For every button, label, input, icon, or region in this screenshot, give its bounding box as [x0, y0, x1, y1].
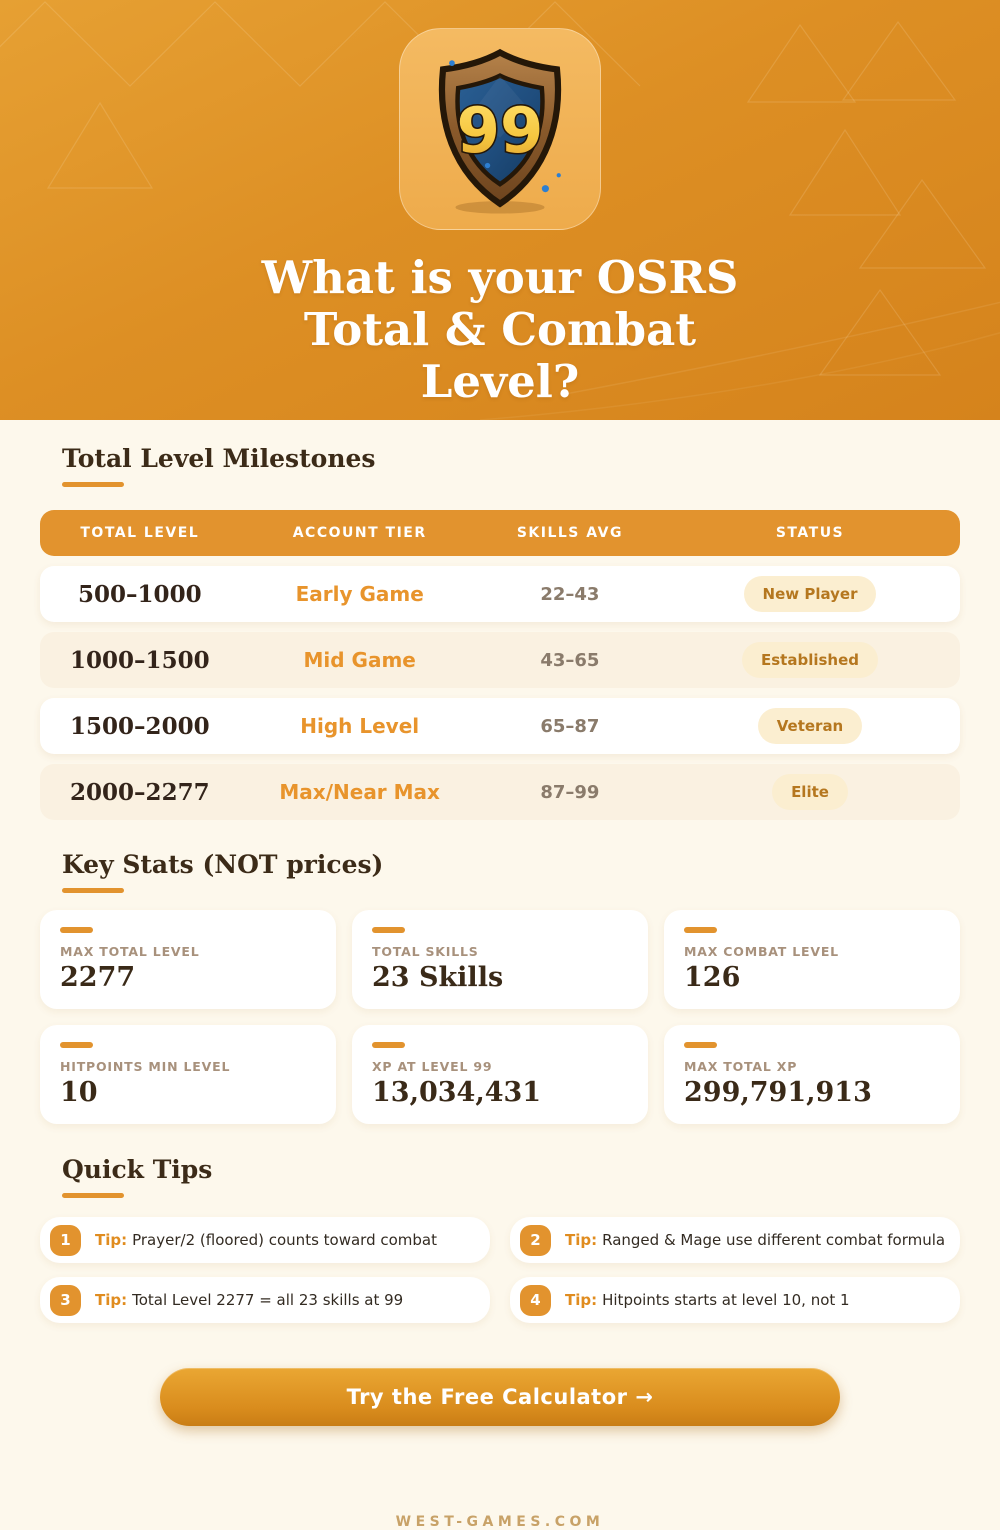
status-badge: Elite [772, 774, 848, 810]
total-level-value: 500–1000 [78, 580, 202, 608]
stat-accent-bar [372, 927, 405, 933]
tip-text: Hitpoints starts at level 10, not 1 [602, 1291, 850, 1309]
total-level-value: 2000–2277 [70, 778, 210, 806]
stat-value: 299,791,913 [684, 1077, 872, 1108]
tip-text: Prayer/2 (floored) counts toward combat [132, 1231, 437, 1249]
skills-avg-value: 43–65 [540, 649, 600, 671]
stat-accent-bar [60, 927, 93, 933]
quick-tips-heading-underline [62, 1193, 124, 1198]
free-calculator-cta-button[interactable]: Try the Free Calculator → [160, 1368, 840, 1426]
stat-accent-bar [684, 1042, 717, 1048]
logo-number: 99 [457, 94, 544, 167]
account-tier-value: High Level [300, 714, 420, 738]
tip-card-2: 2 Tip: Ranged & Mage use different combat… [510, 1217, 960, 1263]
account-tier-value: Max/Near Max [279, 780, 440, 804]
tip-prefix: Tip: [565, 1231, 598, 1249]
tip-text: Total Level 2277 = all 23 skills at 99 [132, 1291, 404, 1309]
page-title: What is your OSRS Total & Combat Level? [0, 252, 1000, 408]
total-level-value: 1000–1500 [70, 646, 210, 674]
page-title-line-1: What is your OSRS [261, 251, 739, 304]
tip-card-1: 1 Tip: Prayer/2 (floored) counts toward c… [40, 1217, 490, 1263]
stat-card-xp-at-level-99: XP AT LEVEL 99 13,034,431 [352, 1025, 648, 1124]
column-header-account-tier: ACCOUNT TIER [292, 525, 427, 541]
main-content: Total Level Milestones TOTAL LEVEL ACCOU… [0, 420, 1000, 1530]
total-level-value: 1500–2000 [70, 712, 210, 740]
stat-accent-bar [60, 1042, 93, 1048]
table-row: 1000–1500 Mid Game 43–65 Established [40, 632, 960, 688]
stat-value: 2277 [60, 962, 136, 993]
stat-value: 23 Skills [372, 962, 504, 993]
stat-card-max-total-xp: MAX TOTAL XP 299,791,913 [664, 1025, 960, 1124]
stat-label: HITPOINTS MIN LEVEL [60, 1059, 231, 1074]
tip-text: Ranged & Mage use different combat formu… [602, 1231, 946, 1249]
stat-accent-bar [684, 927, 717, 933]
quick-tips-heading: Quick Tips [62, 1155, 213, 1184]
stat-label: MAX COMBAT LEVEL [684, 944, 839, 959]
stat-label: XP AT LEVEL 99 [372, 1059, 493, 1074]
key-stats-heading: Key Stats (NOT prices) [62, 850, 384, 879]
stat-value: 13,034,431 [372, 1077, 542, 1108]
quick-tips-grid: 1 Tip: Prayer/2 (floored) counts toward c… [40, 1217, 960, 1323]
tip-card-4: 4 Tip: Hitpoints starts at level 10, not … [510, 1277, 960, 1323]
tip-number-badge: 3 [50, 1284, 81, 1316]
stat-label: TOTAL SKILLS [372, 944, 479, 959]
table-row: 2000–2277 Max/Near Max 87–99 Elite [40, 764, 960, 820]
column-header-status: STATUS [775, 525, 845, 541]
tip-card-3: 3 Tip: Total Level 2277 = all 23 skills a… [40, 1277, 490, 1323]
status-badge: Established [741, 642, 878, 678]
status-badge: Veteran [757, 708, 863, 744]
skills-avg-value: 65–87 [540, 715, 600, 737]
skills-avg-value: 22–43 [540, 583, 600, 605]
milestones-heading-underline [62, 482, 124, 487]
tip-prefix: Tip: [95, 1231, 128, 1249]
stat-value: 126 [684, 962, 741, 993]
status-badge: New Player [743, 576, 877, 612]
page-title-line-2: Total & Combat [303, 303, 697, 356]
tip-prefix: Tip: [95, 1291, 128, 1309]
table-row: 1500–2000 High Level 65–87 Veteran [40, 698, 960, 754]
stat-label: MAX TOTAL LEVEL [60, 944, 200, 959]
account-tier-value: Early Game [295, 582, 424, 606]
column-header-skills-avg: SKILLS AVG [516, 525, 623, 541]
milestones-heading: Total Level Milestones [62, 444, 376, 473]
tip-prefix: Tip: [565, 1291, 598, 1309]
skills-avg-value: 87–99 [540, 781, 600, 803]
stat-card-total-skills: TOTAL SKILLS 23 Skills [352, 910, 648, 1009]
tip-number-badge: 4 [520, 1284, 551, 1316]
account-tier-value: Mid Game [303, 648, 416, 672]
shield-99-icon: 99 [438, 48, 562, 214]
stat-card-hitpoints-min-level: HITPOINTS MIN LEVEL 10 [40, 1025, 336, 1124]
tip-number-badge: 2 [520, 1224, 551, 1256]
key-stats-heading-underline [62, 888, 124, 893]
key-stats-grid: MAX TOTAL LEVEL 2277 TOTAL SKILLS 23 Ski… [40, 910, 960, 1124]
stat-card-max-total-level: MAX TOTAL LEVEL 2277 [40, 910, 336, 1009]
stat-value: 10 [60, 1077, 98, 1108]
hero-header: 99 What is your OSRS Total & Combat Leve… [0, 0, 1000, 420]
column-header-total-level: TOTAL LEVEL [80, 525, 200, 541]
tip-number-badge: 1 [50, 1224, 81, 1256]
stat-card-max-combat-level: MAX COMBAT LEVEL 126 [664, 910, 960, 1009]
stat-label: MAX TOTAL XP [684, 1059, 798, 1074]
milestones-table-header: TOTAL LEVEL ACCOUNT TIER SKILLS AVG STAT… [40, 510, 960, 556]
footer-brand-text: WEST-GAMES.COM [395, 1514, 605, 1530]
page-title-line-3: Level? [420, 355, 580, 408]
stat-accent-bar [372, 1042, 405, 1048]
table-row: 500–1000 Early Game 22–43 New Player [40, 566, 960, 622]
app-logo-card: 99 [399, 28, 601, 230]
